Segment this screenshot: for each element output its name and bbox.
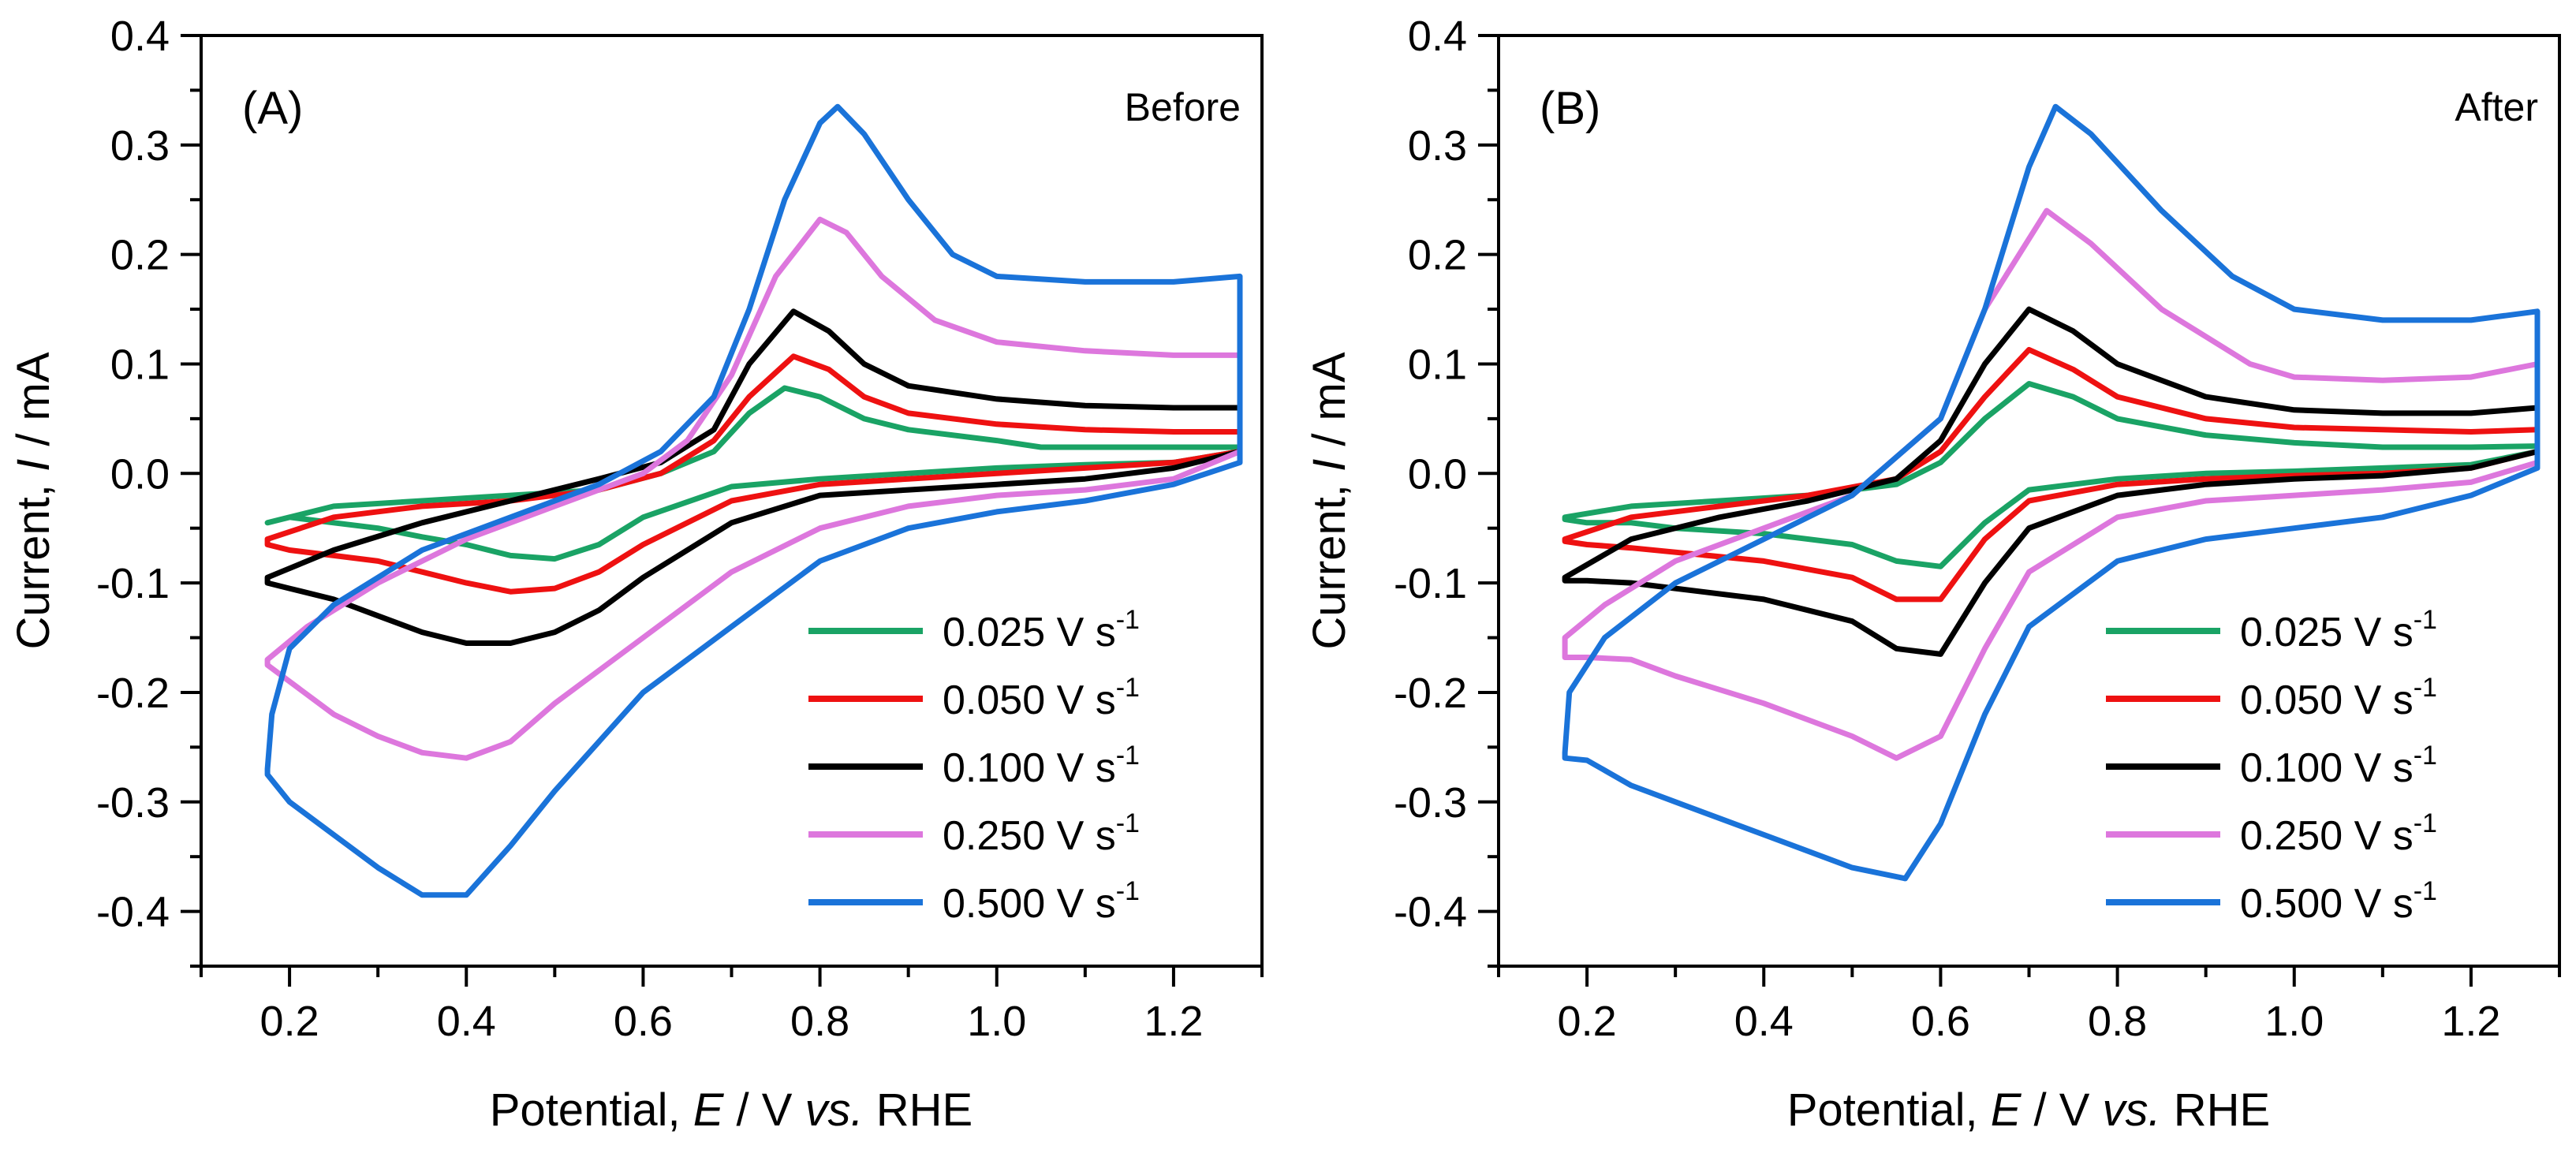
x-tick-label: 0.2 [1558, 998, 1617, 1045]
y-tick-label: 0.3 [110, 122, 170, 170]
y-tick-label: 0.4 [1408, 13, 1467, 60]
y-tick-label: 0.0 [1408, 450, 1467, 498]
panel-label: (B) [1540, 83, 1600, 134]
x-tick-label: 1.0 [967, 998, 1026, 1045]
x-tick-label: 0.4 [1734, 998, 1794, 1045]
x-tick-label: 0.8 [790, 998, 849, 1045]
y-tick-label: -0.2 [1394, 670, 1467, 717]
panel-state-label: Before [1125, 85, 1241, 129]
legend-label: 0.025 V s-1 [943, 605, 1140, 655]
legend-label: 0.050 V s-1 [2240, 673, 2437, 723]
legend-label: 0.100 V s-1 [943, 741, 1140, 791]
chart-panel-a: 0.2 0.4 0.6 0.8 1.0 1.2 -0.4 -0.3 -0.2 -0.1 0.0 0.1… [8, 13, 1264, 1136]
y-tick-label: 0.0 [110, 450, 170, 498]
x-tick-label: 0.2 [260, 998, 319, 1045]
y-tick-label: -0.1 [1394, 560, 1467, 607]
cv-curve-series-1 [264, 385, 1243, 562]
panel-state-label: After [2455, 85, 2538, 129]
cv-curve-series-3 [264, 308, 1243, 646]
y-tick-label: 0.1 [110, 341, 170, 388]
y-tick-label: -0.1 [96, 560, 170, 607]
x-tick-label: 0.8 [2088, 998, 2147, 1045]
x-tick-label: 1.2 [1144, 998, 1203, 1045]
y-tick-label: -0.3 [96, 779, 170, 827]
x-axis-title: Potential, E / V vs. RHE [1787, 1084, 2271, 1136]
panel-label: (A) [242, 83, 303, 134]
y-axis-title: Current, I / mA [1304, 352, 1355, 649]
legend-label: 0.250 V s-1 [943, 808, 1140, 859]
y-tick-label: 0.2 [110, 232, 170, 279]
cv-curve-series-3 [1562, 306, 2541, 657]
legend-label: 0.050 V s-1 [943, 673, 1140, 723]
y-axis-title: Current, I / mA [8, 352, 59, 649]
x-tick-label: 0.6 [1911, 998, 1970, 1045]
x-tick-label: 1.2 [2441, 998, 2500, 1045]
y-tick-label: -0.3 [1394, 779, 1467, 827]
y-tick-label: 0.3 [1408, 122, 1467, 170]
y-tick-label: 0.1 [1408, 341, 1467, 388]
x-tick-label: 1.0 [2264, 998, 2324, 1045]
y-tick-label: 0.4 [110, 13, 170, 60]
y-tick-label: -0.4 [96, 889, 170, 936]
x-tick-label: 0.4 [437, 998, 496, 1045]
legend-label: 0.025 V s-1 [2240, 605, 2437, 655]
legend-label: 0.500 V s-1 [2240, 876, 2437, 927]
cv-curve-series-5 [1562, 103, 2541, 882]
y-tick-label: -0.4 [1394, 889, 1467, 936]
legend-label: 0.250 V s-1 [2240, 808, 2437, 859]
y-tick-label: -0.2 [96, 670, 170, 717]
legend-label: 0.500 V s-1 [943, 876, 1140, 927]
legend-label: 0.100 V s-1 [2240, 741, 2437, 791]
y-tick-label: 0.2 [1408, 232, 1467, 279]
chart-panel-b: 0.2 0.4 0.6 0.8 1.0 1.2 -0.4 -0.3 -0.2 -0.1 0.0 0.1… [1304, 13, 2561, 1136]
x-axis-title: Potential, E / V vs. RHE [490, 1084, 973, 1136]
cv-curve-series-5 [264, 103, 1243, 898]
x-tick-label: 0.6 [614, 998, 673, 1045]
